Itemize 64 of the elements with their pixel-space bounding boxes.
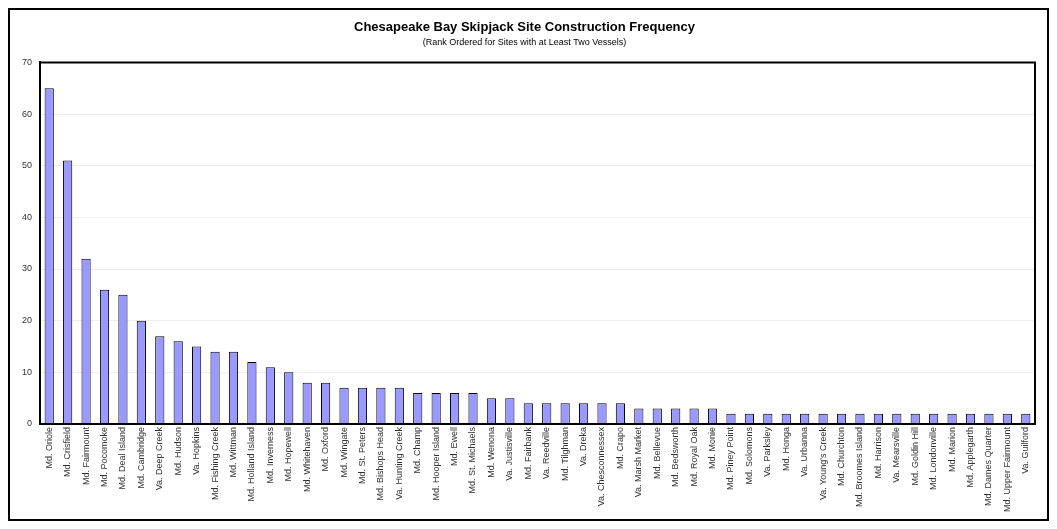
x-tick-label: Va. Deep Creek	[154, 426, 165, 491]
x-tick-label: Md. Fairmount	[80, 426, 91, 485]
x-tick-label: Md. Crapo	[614, 426, 625, 469]
x-tick-label: Md. Londonville	[928, 426, 939, 491]
x-tick-label: Md. Wittman	[227, 426, 238, 478]
y-tick-label: 30	[22, 263, 33, 274]
x-tick-label: Md. Tilghman	[559, 426, 570, 481]
x-tick-label: Md. Goldin Hill	[909, 426, 920, 486]
x-tick-label: Md. Harrison	[872, 426, 883, 479]
x-tick-label: Md. Champ	[412, 426, 423, 474]
x-tick-label: Md. Whitehaven	[301, 426, 312, 492]
x-tick-label: Md. Oxford	[320, 426, 331, 472]
x-tick-label: Md. St. Peters	[356, 426, 367, 484]
x-tick-label: Va. Dreka	[578, 426, 589, 467]
x-tick-label: Va. Mearsville	[891, 426, 902, 483]
x-tick-label: Md. Hopewell	[283, 426, 294, 482]
x-tick-label: Md. Wingate	[338, 426, 349, 478]
x-tick-label: Md. Applegarth	[964, 426, 975, 488]
x-tick-label: Md. Hudson	[172, 426, 183, 476]
x-tick-label: Md. St. Michaels	[467, 426, 478, 494]
x-tick-label: Md. Pocomoke	[98, 426, 109, 487]
x-tick-label: Va. Young's Creek	[817, 426, 828, 501]
x-tick-label: Md. Marion	[946, 426, 957, 472]
chart-subtitle: (Rank Ordered for Sites with at Least Two Vessels)	[422, 37, 627, 48]
x-tick-label: Va. Urbanna	[799, 426, 810, 477]
x-tick-label: Md. Monie	[707, 426, 718, 469]
x-tick-label: Md. Dames Quarter	[983, 426, 994, 506]
x-tick-label: Md. Broomes Island	[854, 426, 865, 508]
x-tick-label: Va. Chesconnessex	[596, 426, 607, 507]
x-tick-label: Md. Bellevue	[651, 426, 662, 479]
x-tick-label: Md. Wenona	[485, 426, 496, 478]
y-tick-label: 60	[22, 108, 33, 119]
x-tick-label: Md. Solomons	[743, 426, 754, 485]
y-tick-label: 10	[22, 366, 33, 377]
x-tick-label: Md. Churchton	[836, 426, 847, 486]
x-tick-label: Va. Hunting Creek	[393, 426, 404, 500]
x-tick-label: Md. Bedsworth	[670, 426, 681, 487]
x-tick-label: Md. Crisfield	[62, 426, 73, 477]
y-tick-label: 20	[22, 315, 33, 326]
x-tick-label: Va. Parksley	[762, 426, 773, 477]
x-tick-label: Md. Honga	[780, 426, 791, 471]
x-tick-label: Md. Ewell	[449, 426, 460, 466]
x-tick-label: Md. Fairbank	[522, 426, 533, 480]
x-tick-label: Md. Fishing Creek	[209, 426, 220, 500]
y-tick-label: 40	[22, 211, 33, 222]
x-tick-label: Md. Upper Fairmount	[1001, 426, 1012, 512]
x-tick-label: Md. Deal Island	[117, 426, 128, 490]
x-tick-label: Md. Cambridge	[135, 426, 146, 489]
x-tick-label: Md. Royal Oak	[688, 426, 699, 487]
x-tick-label: Md. Piney Point	[725, 426, 736, 490]
y-tick-label: 0	[27, 418, 33, 429]
y-tick-label: 70	[22, 56, 33, 67]
x-tick-label: Md. Bishops Head	[375, 426, 386, 501]
chart-title: Chesapeake Bay Skipjack Site Construction Frequency	[353, 19, 696, 35]
x-tick-label: Va. Guilford	[1020, 426, 1031, 474]
y-tick-label: 50	[22, 160, 33, 171]
x-tick-label: Md. Oriole	[43, 426, 54, 469]
x-tick-label: Va. Reedville	[541, 426, 552, 480]
x-tick-label: Va. Justisville	[504, 426, 515, 481]
x-tick-label: Md. Hooper Island	[430, 426, 441, 501]
x-tick-label: Va. Marsh Market	[633, 426, 644, 498]
x-tick-label: Va. Hopkins	[191, 426, 202, 475]
x-tick-label: Md. Holland Island	[246, 426, 257, 502]
x-tick-label: Md. Inverness	[264, 426, 275, 484]
